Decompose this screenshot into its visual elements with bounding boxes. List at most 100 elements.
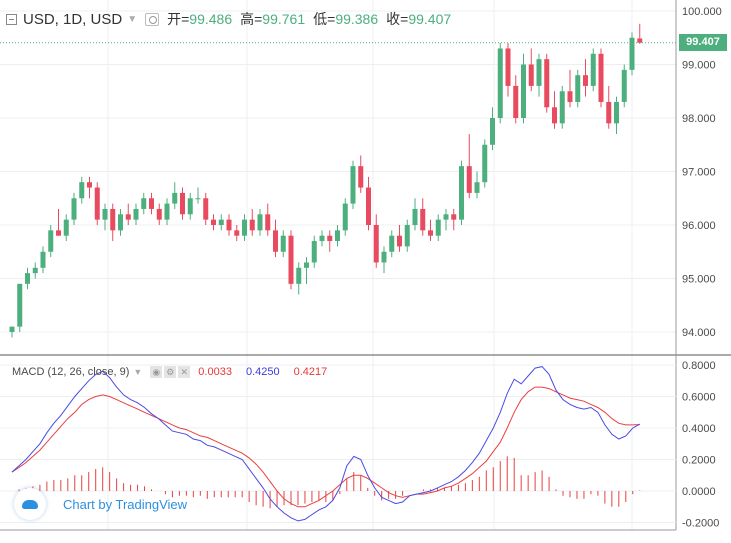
y-tick-label: 98.000 [682, 113, 716, 125]
indicator-settings-icon[interactable]: ⚙ [164, 366, 177, 378]
candle-body [435, 219, 441, 236]
y-tick-label: 95.000 [682, 274, 716, 286]
indicator-label[interactable]: MACD (12, 26, close, 9) [12, 366, 130, 378]
candle-body [110, 208, 116, 231]
candle-body [40, 251, 46, 268]
candle-body [474, 182, 480, 193]
candle-body [56, 230, 61, 236]
candle-body [234, 230, 240, 236]
close-label: 收= [386, 11, 409, 27]
low-label: 低= [313, 11, 336, 27]
candle-body [296, 267, 302, 284]
macd-y-tick-label: 0.8000 [682, 360, 716, 372]
candle-body [9, 326, 15, 332]
y-tick-label: 96.000 [682, 220, 716, 232]
macd-y-tick-label: 0.2000 [682, 455, 716, 467]
candle-body [257, 214, 263, 231]
candle-body [187, 198, 193, 215]
candle-body [497, 48, 503, 119]
candle-body [373, 225, 379, 263]
candle-body [404, 225, 410, 247]
y-tick-label: 100.000 [682, 6, 722, 18]
candle-body [133, 208, 139, 220]
candle-body [420, 208, 426, 231]
candle-body [94, 187, 100, 220]
series-legend: USD, 1D, USD ▼ 开= 99.486 高= 99.761 低= 99.38… [6, 9, 459, 29]
macd-y-tick-label: 0.6000 [682, 392, 716, 404]
candle-body [203, 198, 209, 220]
candle-body [606, 101, 612, 124]
indicator-legend: MACD (12, 26, close, 9) ▼ ◉ ⚙ ✕ 0.0033 0… [12, 366, 327, 378]
indicator-eye-icon[interactable]: ◉ [150, 366, 163, 378]
candle-body [466, 166, 472, 193]
candle-body [242, 219, 247, 236]
candle-body [358, 166, 364, 188]
macd-y-tick-label: 0.0000 [682, 486, 716, 498]
open-label: 开= [167, 11, 190, 27]
close-value: 99.407 [408, 11, 452, 27]
candle-body [342, 203, 348, 231]
candle-body [389, 235, 395, 252]
candle-body [149, 198, 154, 209]
candle-body [521, 64, 526, 118]
candle-body [459, 166, 464, 220]
candle-body [637, 38, 643, 43]
tradingview-badge[interactable]: Chart by TradingView [14, 488, 187, 520]
open-value: 99.486 [189, 11, 233, 27]
signal-value: 0.4217 [293, 366, 328, 378]
candle-body [48, 230, 54, 252]
candle-body [575, 75, 581, 102]
candle-body [381, 251, 387, 263]
candle-body [590, 53, 596, 86]
candle-body [559, 91, 565, 124]
candle-body [218, 219, 224, 225]
candle-body [552, 107, 557, 124]
candle-body [614, 101, 619, 124]
candle-body [629, 37, 635, 70]
candle-body [164, 203, 170, 220]
candle-body [335, 230, 340, 242]
candle-body [118, 214, 123, 231]
candle-body [528, 64, 534, 86]
high-value: 99.761 [262, 11, 306, 27]
candle-body [156, 208, 162, 220]
macd-y-tick-label: 0.4000 [682, 423, 716, 435]
symbol-label[interactable]: USD, 1D, USD [23, 10, 123, 28]
candle-body [621, 69, 627, 102]
candle-body [288, 235, 294, 284]
candle-body [304, 262, 309, 268]
candle-body [63, 219, 69, 236]
branding-text[interactable]: Chart by TradingView [63, 496, 188, 512]
macd-line [11, 366, 641, 522]
candle-body [366, 187, 371, 225]
low-value: 99.386 [335, 11, 379, 27]
last-price-tag: 99.407 [679, 34, 727, 51]
indicator-chevron-down-icon[interactable]: ▼ [133, 367, 143, 377]
chevron-down-icon[interactable]: ▼ [127, 13, 138, 25]
collapse-icon[interactable] [6, 13, 17, 25]
y-tick-label: 99.000 [682, 60, 716, 72]
candle-body [443, 214, 449, 220]
candle-body [102, 208, 108, 220]
macd-value: 0.4250 [245, 366, 280, 378]
candle-body [265, 214, 271, 231]
candle-body [567, 91, 573, 102]
signal-line [11, 386, 640, 508]
candle-body [327, 235, 333, 242]
eye-icon[interactable] [145, 12, 160, 26]
candle-body [172, 192, 178, 204]
candle-body [319, 235, 325, 242]
candle-body [25, 273, 30, 284]
candle-body [79, 182, 85, 199]
candle-body [249, 219, 255, 231]
candle-body [311, 241, 317, 263]
candle-body [490, 118, 495, 145]
candle-body [17, 283, 23, 327]
candle-body [350, 166, 356, 204]
candle-body [583, 75, 588, 86]
indicator-close-icon[interactable]: ✕ [178, 366, 191, 378]
candle-body [226, 219, 232, 231]
candle-body [125, 214, 131, 220]
